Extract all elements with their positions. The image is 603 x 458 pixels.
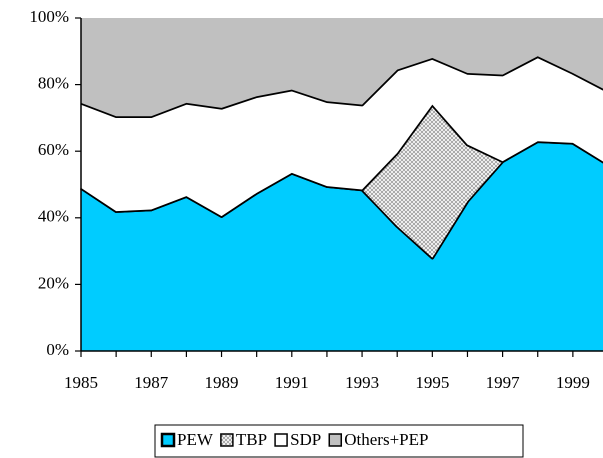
y-tick-label: 0% [46, 340, 69, 359]
legend-swatch [274, 433, 288, 447]
x-tick-label: 1999 [556, 373, 590, 392]
x-tick-label: 1985 [64, 373, 98, 392]
x-tick-label: 1997 [486, 373, 521, 392]
legend-swatch [328, 433, 343, 447]
plot-area [80, 18, 603, 351]
y-tick-label: 100% [29, 7, 69, 26]
legend-label: PEW [177, 430, 214, 449]
area [81, 18, 603, 117]
legend-swatch [220, 433, 234, 447]
legend-swatch [160, 432, 176, 448]
x-tick-label: 1987 [134, 373, 169, 392]
y-tick-label: 20% [38, 273, 69, 292]
x-tick-label: 1995 [415, 373, 449, 392]
y-tick-label: 40% [38, 207, 69, 226]
legend-label: Others+PEP [344, 430, 428, 449]
area [81, 141, 603, 351]
x-tick-label: 1991 [275, 373, 309, 392]
legend-label: SDP [290, 430, 321, 449]
legend-label: TBP [236, 430, 267, 449]
legend: PEW TBP SDP Others+PEP [160, 430, 428, 449]
x-tick-label: 1989 [205, 373, 239, 392]
x-tick-label: 1993 [345, 373, 379, 392]
axes: 0% 20% 40% 60% 80% 100% 1985 1987 1989 1991 1993 19… [29, 7, 603, 392]
y-tick-label: 60% [38, 140, 69, 159]
y-tick-label: 80% [38, 74, 69, 93]
area [81, 56, 603, 217]
